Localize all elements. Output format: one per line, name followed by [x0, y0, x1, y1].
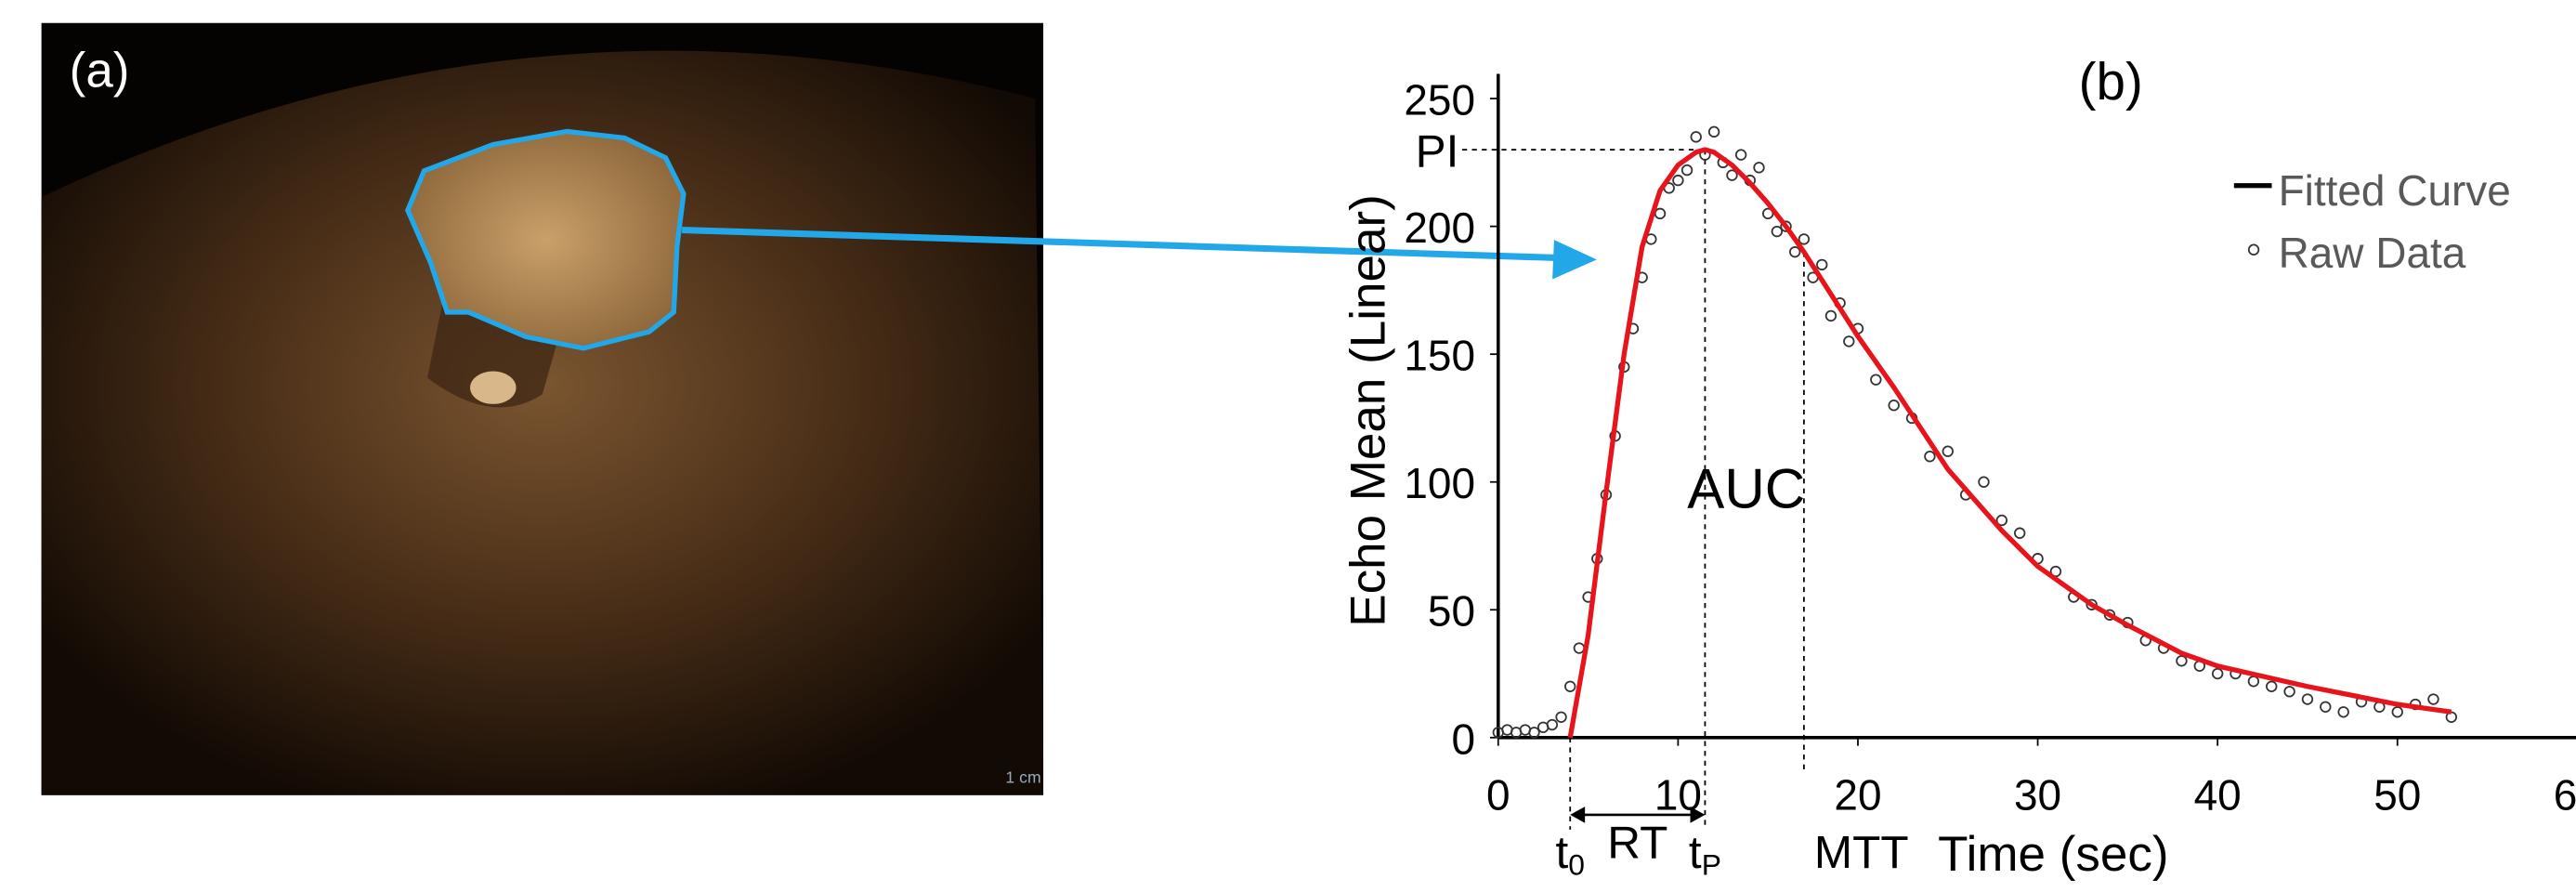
- x-tick-label: 30: [2014, 770, 2061, 819]
- raw-data-point: [1753, 162, 1765, 174]
- raw-data-point: [1870, 374, 1882, 386]
- raw-data-point: [1672, 174, 1684, 187]
- arrow-shaft: [682, 226, 1562, 262]
- marker-label: t0: [1556, 827, 1585, 882]
- raw-data-point: [1555, 711, 1567, 723]
- raw-data-point: [1726, 169, 1738, 181]
- raw-data-point: [1824, 309, 1837, 322]
- raw-data-point: [1843, 335, 1855, 348]
- raw-data-point: [2320, 701, 2332, 713]
- raw-data-point: [1564, 680, 1576, 692]
- raw-data-point: [1771, 225, 1784, 238]
- legend-symbol: [2247, 243, 2260, 256]
- raw-data-point: [2337, 706, 2349, 718]
- rt-arrowhead: [1690, 807, 1706, 823]
- roi-outline: [404, 128, 686, 351]
- raw-data-point: [2247, 676, 2260, 688]
- raw-data-point: [1924, 451, 1936, 463]
- raw-data-point: [1690, 131, 1702, 143]
- x-tick-label: 0: [1486, 770, 1510, 819]
- raw-data-point: [2283, 686, 2295, 698]
- x-tick-label: 60: [2554, 770, 2576, 819]
- peak-label: PI: [1416, 125, 1459, 177]
- panel-label: (b): [2079, 52, 2143, 111]
- raw-data-point: [2391, 706, 2403, 718]
- y-tick-label: 250: [1404, 76, 1475, 125]
- rt-arrowhead: [1570, 807, 1586, 823]
- raw-data-point: [1546, 718, 1559, 731]
- y-tick-label: 150: [1404, 332, 1475, 380]
- marker-label-main: MTT: [1814, 827, 1909, 878]
- marker-label-main: t: [1556, 827, 1569, 878]
- y-tick-label: 100: [1404, 459, 1475, 507]
- marker-label: MTT: [1814, 827, 1909, 878]
- raw-data-point: [1978, 476, 1990, 488]
- raw-data-point: [1789, 245, 1801, 258]
- y-tick-label: 50: [1428, 587, 1475, 636]
- x-tick-label: 40: [2194, 770, 2242, 819]
- raw-data-point: [1654, 207, 1667, 220]
- raw-data-point: [1995, 514, 2008, 527]
- raw-data-point: [1573, 642, 1586, 654]
- raw-data-point: [2427, 693, 2439, 705]
- legend-label: Raw Data: [2279, 229, 2466, 277]
- chart: 0501001502002500102030405060Time (sec)Ec…: [1341, 52, 2576, 882]
- marker-label-main: t: [1689, 827, 1702, 878]
- ultrasound-bright-spot: [470, 371, 517, 404]
- marker-label: tP: [1689, 827, 1721, 882]
- raw-data-point: [2176, 655, 2188, 667]
- raw-data-point: [2266, 680, 2278, 692]
- ultrasound-image: [41, 50, 1044, 795]
- fitted-curve: [1567, 147, 2452, 739]
- auc-label: AUC: [1687, 457, 1805, 519]
- raw-data-point: [2445, 711, 2458, 723]
- raw-data-point: [1798, 233, 1811, 245]
- panel-label: (a): [70, 44, 130, 98]
- scale-label: 1 cm: [1005, 768, 1040, 787]
- raw-data-point: [1780, 220, 1792, 232]
- raw-data-point: [2014, 527, 2026, 539]
- raw-data-point: [1734, 149, 1747, 161]
- legend-label: Fitted Curve: [2279, 166, 2511, 215]
- raw-data-point: [1707, 125, 1720, 138]
- y-axis-title: Echo Mean (Linear): [1341, 194, 1396, 627]
- raw-data-point: [1888, 400, 1900, 412]
- x-tick-label: 50: [2373, 770, 2421, 819]
- y-tick-label: 0: [1451, 715, 1475, 763]
- raw-data-point: [2301, 693, 2314, 705]
- raw-data-point: [1816, 258, 1828, 271]
- ultrasound-panel: (a) 1 cm: [41, 22, 1597, 795]
- marker-label-sub: 0: [1568, 848, 1585, 882]
- raw-data-point: [1680, 164, 1693, 177]
- x-tick-label: 20: [1834, 770, 1881, 819]
- x-axis-title: Time (sec): [1938, 827, 2168, 882]
- ultrasound-shadow: [427, 295, 559, 408]
- raw-data-point: [1528, 727, 1540, 739]
- rt-label: RT: [1607, 818, 1667, 869]
- y-tick-label: 200: [1404, 203, 1475, 252]
- raw-data-point: [2211, 667, 2224, 680]
- marker-label-sub: P: [1702, 848, 1721, 882]
- raw-data-point: [1942, 445, 1954, 457]
- arrow-head: [1552, 240, 1597, 280]
